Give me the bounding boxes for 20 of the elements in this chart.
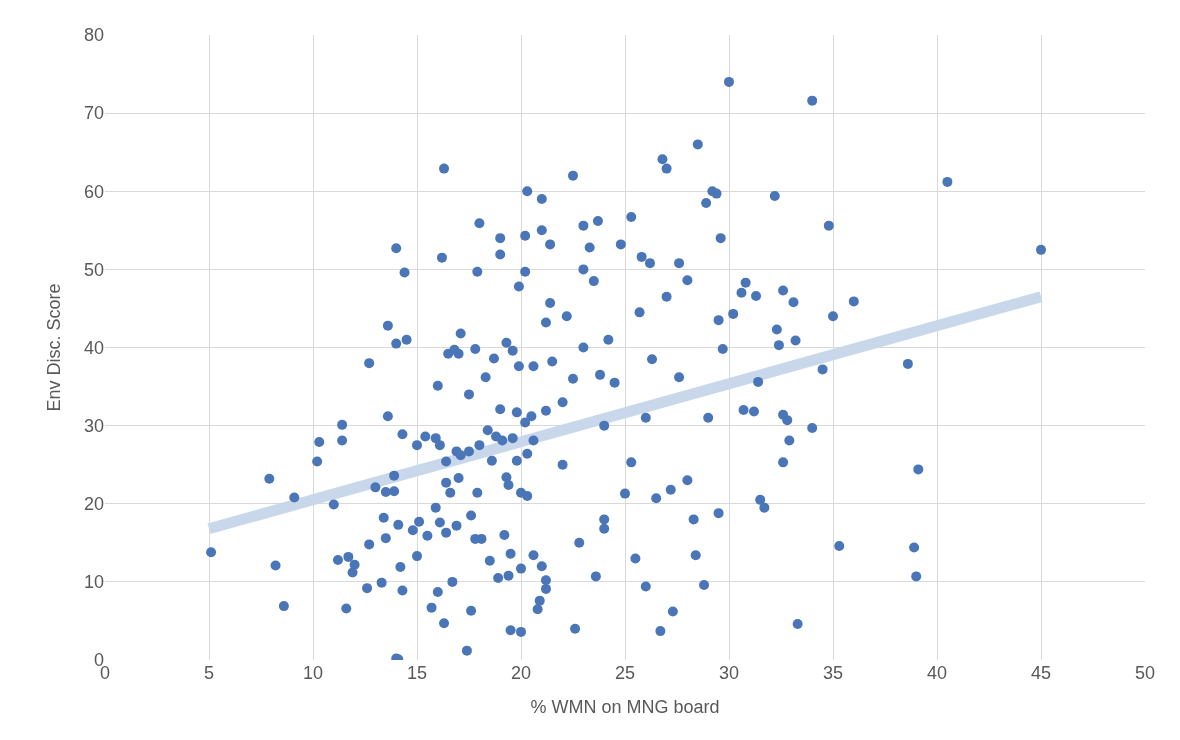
x-tick-label: 50 xyxy=(1134,663,1156,683)
x-tick-label: 10 xyxy=(302,663,324,683)
x-tick-label: 20 xyxy=(510,663,532,683)
y-tick-label: 10 xyxy=(83,572,104,593)
y-tick-label: 50 xyxy=(83,259,104,280)
y-tick-label: 80 xyxy=(83,25,104,46)
y-tick-label: 20 xyxy=(83,494,104,515)
y-tick-label: 60 xyxy=(83,181,104,202)
x-tick-label: 45 xyxy=(1030,663,1052,683)
y-axis-title: Env Disc. Score xyxy=(44,283,65,412)
x-tick-label: 25 xyxy=(614,663,636,683)
y-tick-label: 70 xyxy=(83,103,104,124)
x-axis-title: % WMN on MNG board xyxy=(530,697,720,718)
y-tick-label: 40 xyxy=(83,337,104,358)
x-tick-label: 30 xyxy=(718,663,740,683)
x-tick-label: 5 xyxy=(203,663,215,683)
x-tick-label: 35 xyxy=(822,663,844,683)
x-tick-label: 15 xyxy=(406,663,428,683)
x-tick-label: 40 xyxy=(926,663,948,683)
y-tick-label: 30 xyxy=(83,415,104,436)
